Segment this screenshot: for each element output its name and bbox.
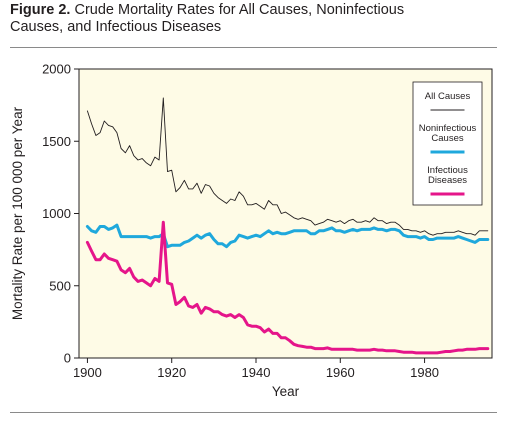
x-tick-label: 1940 [242, 365, 271, 380]
x-axis-ticks: 1900 1920 1940 1960 1980 [73, 358, 439, 380]
legend-noninfectious-label-line1: Noninfectious [419, 123, 477, 134]
figure-label: Figure 2. [10, 2, 71, 18]
bottom-divider [10, 412, 497, 413]
x-tick-label: 1920 [157, 365, 186, 380]
series-lines [85, 97, 490, 355]
top-divider [10, 47, 497, 48]
x-tick-label: 1900 [73, 365, 102, 380]
legend-noninfectious-label-line2: Causes [431, 133, 463, 144]
y-tick-label: 1000 [42, 206, 71, 221]
y-tick-label: 500 [49, 278, 71, 293]
series-line-noninfectious-causes [85, 223, 490, 249]
legend-infectious-label-line1: Infectious [427, 165, 468, 176]
x-tick-label: 1960 [326, 365, 355, 380]
y-axis-title: Mortality Rate per 100 000 per Year [10, 106, 25, 320]
y-tick-label: 1500 [42, 134, 71, 149]
figure-title-line2: Causes, and Infectious Diseases [10, 19, 222, 35]
series-line-all-causes [86, 97, 489, 236]
y-axis-ticks: 0 500 1000 1500 2000 [42, 62, 79, 366]
figure-title-line1: Crude Mortality Rates for All Causes, No… [74, 2, 405, 18]
legend-box [412, 81, 483, 206]
x-axis-title: Year [272, 384, 300, 399]
figure-caption: Figure 2. Crude Mortality Rates for All … [10, 2, 505, 36]
chart-legend: All Causes Noninfectious Causes Infectio… [412, 81, 483, 206]
y-tick-label: 2000 [42, 62, 71, 77]
x-tick-label: 1980 [410, 365, 439, 380]
series-line-infectious-diseases [85, 220, 490, 355]
legend-infectious-label-line2: Diseases [428, 175, 467, 186]
legend-all-causes-label: All Causes [425, 91, 471, 102]
y-tick-label: 0 [64, 351, 71, 366]
